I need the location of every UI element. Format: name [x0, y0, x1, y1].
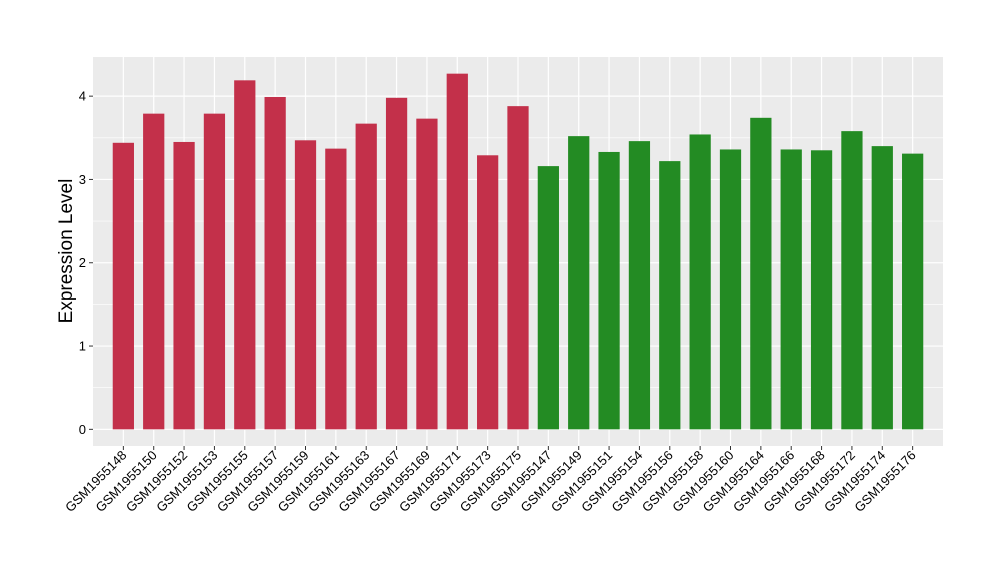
- bar: [325, 148, 347, 430]
- bar: [203, 113, 226, 430]
- bar: [477, 155, 499, 430]
- bar: [507, 106, 529, 430]
- bar: [780, 149, 802, 430]
- y-tick-label: 0: [79, 422, 86, 437]
- bar: [719, 149, 742, 430]
- bar: [446, 73, 468, 430]
- bar: [143, 113, 165, 430]
- bar: [871, 146, 893, 430]
- bars: [112, 73, 924, 430]
- y-tick-label: 1: [79, 339, 86, 354]
- bar: [173, 141, 195, 430]
- bar: [416, 118, 438, 430]
- y-tick-label: 2: [79, 255, 86, 270]
- bar: [537, 166, 559, 430]
- bar: [294, 140, 317, 430]
- bar: [112, 142, 134, 430]
- bar: [568, 136, 590, 430]
- bar: [810, 150, 833, 430]
- y-axis-title: Expression Level: [56, 179, 77, 324]
- bar: [750, 117, 772, 430]
- x-axis: GSM1955148GSM1955150GSM1955152GSM1955153…: [62, 446, 919, 515]
- y-tick-label: 4: [79, 89, 86, 104]
- bar: [598, 151, 620, 430]
- bar: [902, 153, 924, 430]
- y-axis: 0 1 2 3 4: [79, 89, 93, 437]
- bar: [689, 134, 711, 430]
- bar: [841, 131, 863, 430]
- bar: [659, 161, 681, 430]
- bar: [628, 141, 651, 430]
- bar: [234, 80, 256, 430]
- bar: [385, 97, 408, 430]
- bar: [355, 123, 377, 430]
- bar: [264, 96, 286, 430]
- y-tick-label: 3: [79, 172, 86, 187]
